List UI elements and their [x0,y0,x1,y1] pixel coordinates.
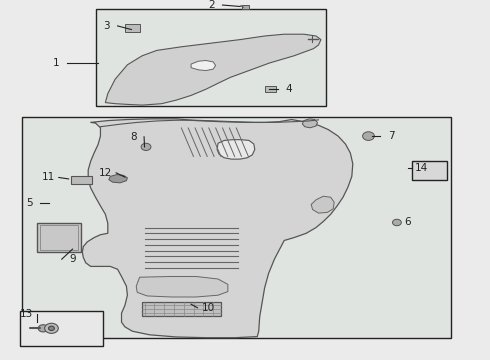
Bar [142,302,220,316]
Bar [22,117,451,338]
Text: 14: 14 [415,163,428,174]
Text: 1: 1 [53,58,60,68]
Bar [242,5,249,9]
Text: 5: 5 [26,198,33,208]
Bar [40,225,78,250]
Circle shape [38,325,48,332]
Bar [96,9,326,106]
Text: 12: 12 [98,168,112,178]
Text: 4: 4 [286,84,293,94]
Bar [20,311,103,346]
Circle shape [45,323,58,333]
Text: 10: 10 [202,303,215,313]
Bar [37,223,81,252]
Polygon shape [82,119,353,338]
Text: 6: 6 [404,217,411,228]
Circle shape [141,143,151,150]
Polygon shape [136,276,228,297]
Bar [265,86,276,92]
Circle shape [363,132,374,140]
Polygon shape [217,140,255,159]
Polygon shape [105,34,321,105]
Circle shape [392,219,401,226]
Text: 11: 11 [41,172,55,183]
Polygon shape [191,60,216,71]
Bar [125,24,140,32]
Polygon shape [311,196,334,213]
Circle shape [49,326,54,330]
Text: 2: 2 [208,0,215,10]
Polygon shape [109,175,127,183]
Text: 9: 9 [69,254,76,264]
Text: 3: 3 [103,21,110,31]
Text: 13: 13 [19,309,33,319]
Bar [71,176,92,184]
Polygon shape [302,119,318,128]
Text: 8: 8 [130,132,137,142]
Bar [412,161,447,180]
Text: 7: 7 [388,131,394,141]
